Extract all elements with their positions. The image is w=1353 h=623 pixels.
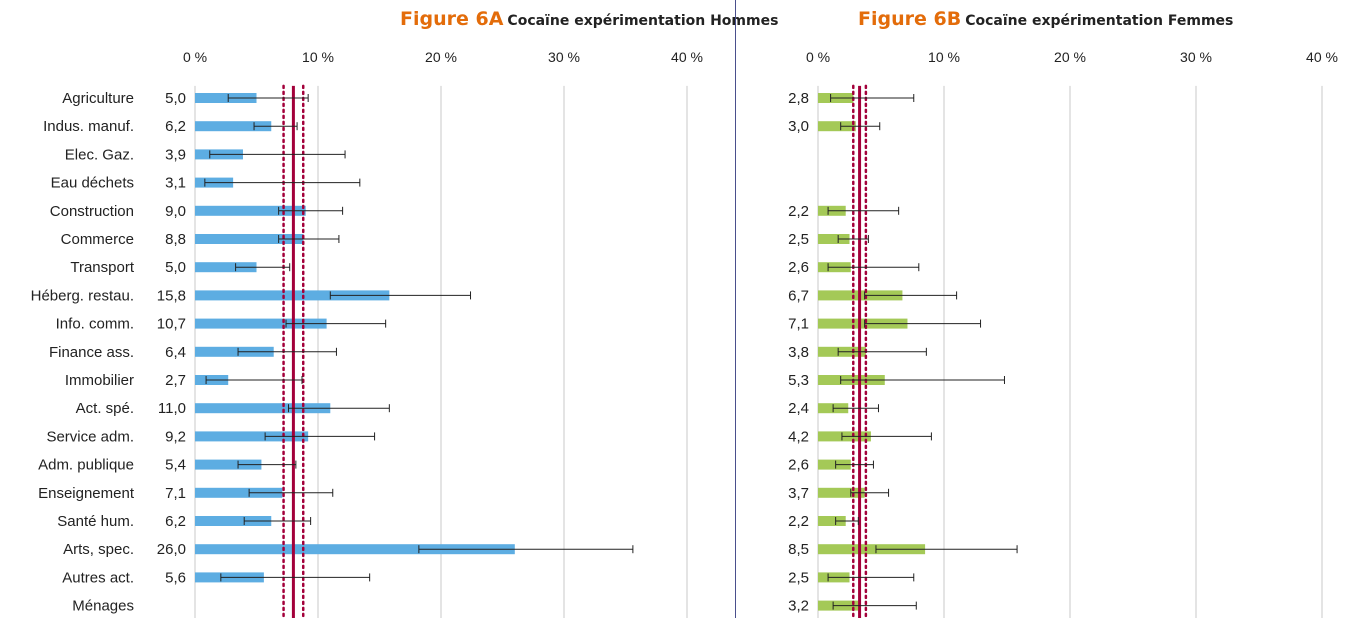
figure-6b-value-label: 2,8: [788, 90, 809, 107]
panel-divider: [735, 0, 736, 618]
figure-6b-bar: [818, 234, 850, 244]
figure-6a-category-label: Service adm.: [46, 428, 134, 445]
figure-6a-category-label: Autres act.: [62, 569, 134, 586]
figure-6b-label: Figure 6B: [858, 8, 962, 30]
figure-6a-value-label: 5,0: [165, 90, 186, 107]
figure-6b-value-label: 3,8: [788, 344, 809, 361]
figure-6a-category-label: Ménages: [72, 598, 134, 615]
figure-6a-label: Figure 6A: [400, 8, 504, 30]
figure-6b-value-label: 2,5: [788, 569, 809, 586]
figure-6a-value-label: 9,0: [165, 203, 186, 220]
figure-6a-bar: [195, 318, 327, 329]
figure-6a-value-label: 7,1: [165, 485, 186, 502]
figure-6b-value-label: 4,2: [788, 428, 809, 445]
figure-6a-category-label: Héberg. restau.: [31, 287, 134, 304]
figure-6a-category-label: Enseignement: [38, 485, 135, 502]
figure-6a-value-label: 6,2: [165, 118, 186, 135]
figure-6a-bar: [195, 205, 306, 216]
figure-6a-value-label: 8,8: [165, 231, 186, 248]
figure-6a-title: Figure 6A Cocaïne expérimentation Hommes: [400, 8, 778, 30]
figure-6a-value-label: 5,6: [165, 569, 186, 586]
figure-6a-value-label: 5,4: [165, 457, 186, 474]
figure-6a-bar: [195, 234, 304, 244]
figure-6a-category-label: Agriculture: [62, 90, 134, 107]
figure-6a-value-label: 10,7: [157, 316, 186, 333]
figure-6a-category-label: Elec. Gaz.: [65, 146, 134, 163]
figure-6a-category-label: Act. spé.: [76, 400, 134, 417]
figure-6b-value-label: 3,2: [788, 598, 809, 615]
figure-6a-tick-label: 20 %: [425, 49, 457, 65]
figure-6a-subtitle: Cocaïne expérimentation Hommes: [507, 13, 779, 29]
figure-6a-bar: [195, 121, 272, 132]
figure-6a-bar: [195, 346, 274, 357]
figure-6a-value-label: 3,9: [165, 146, 186, 163]
figure-6a-chart: 0 % 10 % 20 % 30 % 40 % Agriculture 5,0 Indus. …: [31, 49, 703, 620]
figure-6b-chart: 0 % 10 % 20 % 30 % 40 % 2,8 3,0 2,2 2,5 2,6 6,7 7,1…: [788, 49, 1338, 620]
figure-6b-bar: [818, 516, 846, 526]
figure-6b-value-label: 2,4: [788, 400, 809, 417]
figure-6a-value-label: 9,2: [165, 428, 186, 445]
figure-6a-tick-label: 10 %: [302, 49, 334, 65]
figure-6b-tick-label: 20 %: [1054, 49, 1086, 65]
figure-6a-category-label: Adm. publique: [38, 457, 134, 474]
figure-6b-value-label: 2,2: [788, 513, 809, 530]
figure-6b-bar: [818, 459, 851, 470]
figure-6a-value-label: 6,2: [165, 513, 186, 530]
figure-6a-value-label: 2,7: [165, 372, 186, 389]
figure-6a-category-label: Construction: [50, 203, 134, 220]
figure-6b-value-label: 2,5: [788, 231, 809, 248]
figure-6b-bar: [818, 487, 865, 498]
figure-6a-category-label: Transport: [70, 259, 134, 276]
figure-6a-category-label: Indus. manuf.: [43, 118, 134, 135]
figure-6b-bar: [818, 318, 908, 329]
figure-6b-value-label: 7,1: [788, 316, 809, 333]
figure-6a-value-label: 3,1: [165, 175, 186, 192]
figure-6a-value-label: 5,0: [165, 259, 186, 276]
figure-6a-category-label: Commerce: [61, 231, 134, 248]
figure-6b-value-label: 2,2: [788, 203, 809, 220]
figure-6a-value-label: 6,4: [165, 344, 186, 361]
figure-6a-bar: [195, 459, 262, 470]
figure-6a-bar: [195, 544, 515, 555]
figure-6a-category-label: Santé hum.: [57, 513, 134, 530]
figure-6b-title: Figure 6B Cocaïne expérimentation Femmes: [858, 8, 1233, 30]
figure-6a-bar: [195, 93, 257, 103]
figure-6a-category-label: Arts, spec.: [63, 541, 134, 558]
figure-6b-value-label: 2,6: [788, 259, 809, 276]
figure-6b-tick-label: 0 %: [806, 49, 830, 65]
figure-6b-tick-label: 40 %: [1306, 49, 1338, 65]
figure-6a-category-label: Info. comm.: [56, 316, 134, 333]
figure-6a-value-label: 15,8: [157, 287, 186, 304]
figure-6b-tick-label: 30 %: [1180, 49, 1212, 65]
figure-6a-bar: [195, 516, 272, 526]
figure-6b-panel: Figure 6B Cocaïne expérimentation Femmes …: [737, 0, 1353, 620]
figure-6b-value-label: 3,7: [788, 485, 809, 502]
figure-6a-bar: [195, 487, 283, 498]
figure-6b-value-label: 5,3: [788, 372, 809, 389]
figure-6b-bar: [818, 544, 926, 555]
figure-6b-value-label: 8,5: [788, 541, 809, 558]
figure-6a-panel: Figure 6A Cocaïne expérimentation Hommes …: [31, 8, 778, 620]
figure-6a-value-label: 11,0: [158, 400, 186, 417]
figure-6a-bar: [195, 262, 257, 273]
figure-6b-tick-label: 10 %: [928, 49, 960, 65]
figure-6b-value-label: 6,7: [788, 287, 809, 304]
figure-6b-bar: [818, 121, 856, 132]
figure-6a-tick-label: 40 %: [671, 49, 703, 65]
figure-6b-value-label: 3,0: [788, 118, 809, 135]
figure-6a-category-label: Finance ass.: [49, 344, 134, 361]
figure-6a-value-label: 26,0: [157, 541, 186, 558]
figure-6b-subtitle: Cocaïne expérimentation Femmes: [965, 13, 1234, 29]
figure-6a-tick-label: 0 %: [183, 49, 207, 65]
figure-6a-category-label: Eau déchets: [51, 175, 134, 192]
figure-6a-bar: [195, 431, 309, 442]
figure-6a-bar: [195, 403, 331, 414]
figure-6a-category-label: Immobilier: [65, 372, 134, 389]
figure-6a-tick-label: 30 %: [548, 49, 580, 65]
figure-6b-value-label: 2,6: [788, 457, 809, 474]
